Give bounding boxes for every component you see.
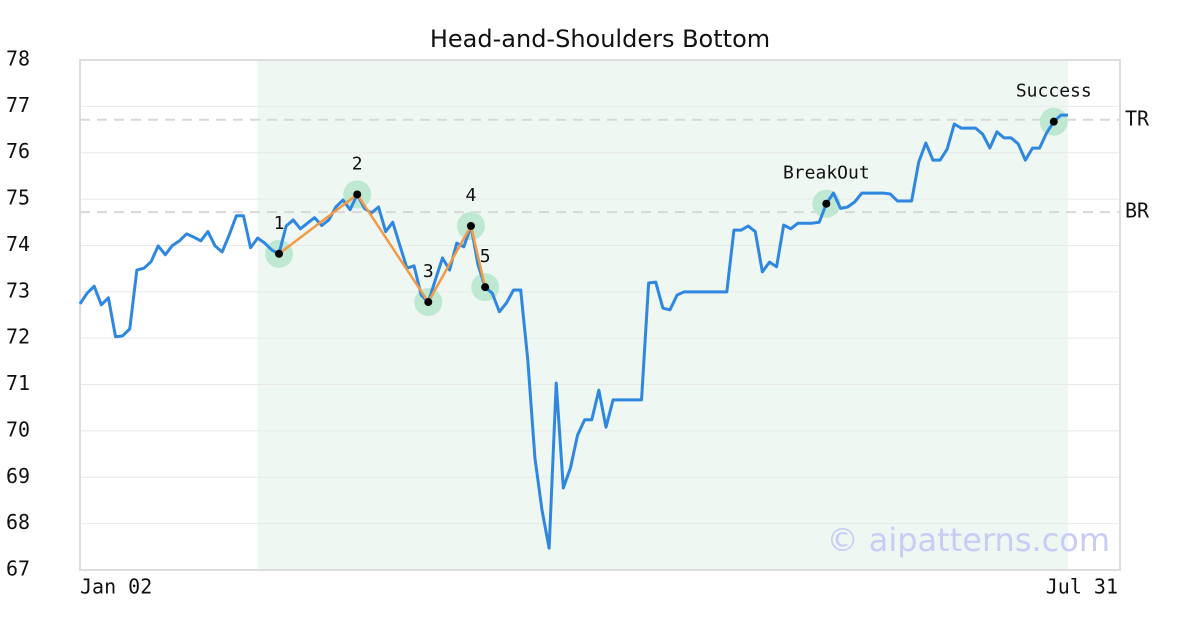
y-tick-label: 67	[6, 557, 30, 581]
pattern-point	[466, 221, 475, 230]
pattern-point	[822, 199, 831, 208]
point-label: 5	[480, 246, 491, 267]
pattern-point	[353, 190, 362, 199]
price-line	[78, 113, 1068, 550]
point-label: 4	[466, 185, 477, 206]
y-tick-label: 71	[6, 371, 30, 395]
level-label: TR	[1125, 106, 1150, 130]
level-label: BR	[1125, 199, 1150, 223]
y-tick-label: 76	[6, 139, 30, 163]
point-label: Success	[1016, 81, 1092, 102]
y-tick-label: 78	[6, 47, 30, 71]
pattern-point	[424, 298, 433, 307]
y-tick-label: 70	[6, 417, 30, 441]
y-tick-label: 73	[6, 278, 30, 302]
y-tick-label: 77	[6, 93, 30, 117]
y-tick-label: 69	[6, 464, 30, 488]
chart-title: Head-and-Shoulders Bottom	[430, 25, 770, 53]
y-tick-label: 72	[6, 325, 30, 349]
y-tick-label: 74	[6, 232, 30, 256]
x-tick-label: Jan 02	[80, 575, 152, 599]
pattern-point	[481, 283, 490, 292]
point-label: 3	[423, 261, 434, 282]
pattern-region	[257, 60, 1068, 570]
pattern-point	[275, 249, 284, 258]
plot-frame	[79, 59, 1121, 571]
y-tick-label: 75	[6, 186, 30, 210]
y-tick-label: 68	[6, 510, 30, 534]
point-label: BreakOut	[783, 163, 870, 184]
watermark: © aipatterns.com	[827, 521, 1110, 559]
point-label: 2	[352, 153, 363, 174]
point-label: 1	[274, 213, 285, 234]
x-tick-label: Jul 31	[1046, 575, 1118, 599]
pattern-point	[1049, 117, 1058, 126]
